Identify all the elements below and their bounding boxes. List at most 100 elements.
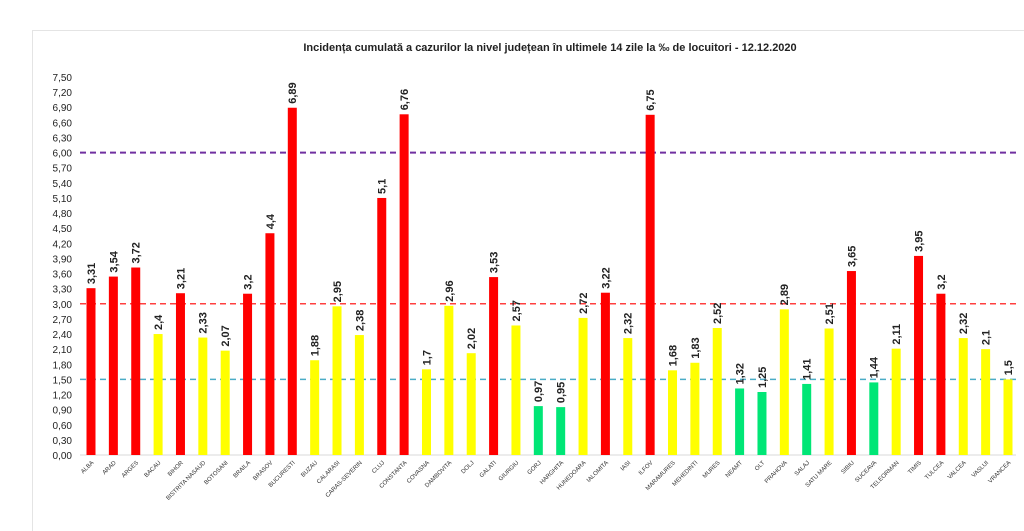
- x-tick-label: BACAU: [144, 460, 163, 479]
- x-tick-label: BUZAU: [300, 460, 319, 479]
- data-label: 3,31: [86, 263, 98, 284]
- y-tick-label: 6,30: [53, 133, 73, 144]
- x-tick-label: GIURGIU: [498, 460, 520, 482]
- bar: [421, 369, 431, 455]
- bar: [936, 293, 946, 455]
- data-label: 1,41: [802, 359, 814, 380]
- x-tick-label: TULCEA: [924, 460, 945, 481]
- x-tick-label: ARGES: [121, 460, 140, 479]
- bar: [735, 388, 745, 455]
- data-label: 3,53: [488, 252, 500, 273]
- x-tick-label: OLT: [754, 460, 766, 472]
- bar: [891, 348, 901, 455]
- y-tick-label: 4,80: [53, 209, 73, 220]
- data-label: 0,95: [556, 382, 568, 403]
- y-tick-label: 2,10: [53, 345, 73, 356]
- bar: [86, 288, 96, 455]
- data-label: 3,2: [936, 274, 948, 289]
- y-tick-label: 3,60: [53, 270, 73, 281]
- data-label: 0,97: [533, 381, 545, 402]
- bar: [444, 305, 454, 455]
- bar: [466, 353, 476, 455]
- chart-frame: [32, 30, 1024, 531]
- y-tick-label: 7,50: [53, 73, 73, 84]
- x-tick-label: BISTRITA NASAUD: [166, 460, 208, 502]
- data-label: 2,57: [511, 300, 523, 321]
- data-label: 6,75: [645, 89, 657, 110]
- data-label: 2,4: [153, 314, 165, 330]
- x-tick-label: BOTOSANI: [204, 460, 230, 486]
- bar: [668, 370, 678, 455]
- bar: [243, 293, 253, 455]
- y-tick-label: 5,70: [53, 164, 73, 175]
- bar: [108, 276, 118, 455]
- bar: [332, 306, 342, 455]
- y-tick-label: 2,70: [53, 315, 73, 326]
- y-tick-label: 1,80: [53, 360, 73, 371]
- data-label: 1,25: [757, 367, 769, 388]
- data-label: 1,83: [690, 337, 702, 358]
- bar: [354, 335, 364, 455]
- data-label: 6,89: [287, 82, 299, 103]
- data-label: 1,44: [869, 356, 881, 378]
- data-label: 2,51: [824, 303, 836, 324]
- bar: [981, 349, 991, 455]
- x-tick-label: BRASOV: [252, 460, 274, 482]
- y-tick-label: 0,30: [53, 436, 73, 447]
- bar: [198, 337, 208, 455]
- data-label: 3,65: [846, 246, 858, 267]
- x-tick-label: VASLUI: [971, 460, 990, 479]
- bar: [220, 350, 230, 455]
- bar: [712, 327, 722, 455]
- bar: [399, 114, 409, 456]
- bar: [600, 292, 610, 455]
- bar: [377, 197, 387, 455]
- data-label: 3,54: [108, 250, 120, 272]
- bar: [556, 407, 566, 455]
- x-tick-label: SALAJ: [794, 460, 811, 477]
- bar: [757, 392, 767, 455]
- y-tick-label: 6,60: [53, 118, 73, 129]
- x-tick-label: SIBIU: [841, 460, 856, 475]
- data-label: 3,72: [131, 242, 143, 263]
- data-label: 2,52: [712, 303, 724, 324]
- y-tick-label: 6,90: [53, 103, 73, 114]
- bar: [824, 328, 834, 455]
- bar: [1003, 379, 1013, 455]
- bar: [533, 406, 543, 455]
- y-tick-label: 3,30: [53, 285, 73, 296]
- data-label: 4,4: [265, 213, 277, 229]
- bar: [310, 360, 320, 455]
- bar: [287, 107, 297, 455]
- y-tick-label: 4,20: [53, 239, 73, 250]
- y-tick-label: 4,50: [53, 224, 73, 235]
- bar: [511, 325, 521, 455]
- x-tick-label: ILFOV: [638, 460, 655, 477]
- x-tick-label: BRAILA: [233, 460, 252, 479]
- data-label: 2,02: [466, 328, 478, 349]
- x-tick-label: GALATI: [479, 460, 498, 479]
- y-tick-label: 0,60: [53, 421, 73, 432]
- data-label: 2,72: [578, 292, 590, 313]
- x-tick-label: PRAHOVA: [764, 460, 789, 485]
- data-label: 2,11: [891, 324, 903, 345]
- data-label: 6,76: [399, 89, 411, 110]
- data-label: 1,32: [735, 363, 747, 384]
- bar: [623, 338, 633, 455]
- data-label: 1,5: [1003, 360, 1015, 375]
- y-tick-label: 7,20: [53, 88, 73, 99]
- bar: [645, 114, 655, 456]
- bar: [175, 293, 185, 455]
- bar: [690, 362, 700, 455]
- y-tick-label: 2,40: [53, 330, 73, 341]
- data-label: 3,21: [175, 268, 187, 289]
- x-tick-label: GORJ: [527, 460, 543, 476]
- bar: [131, 267, 141, 455]
- data-label: 2,32: [623, 313, 635, 334]
- data-label: 3,2: [242, 274, 254, 289]
- x-tick-label: TIMIS: [907, 460, 923, 476]
- bar-chart: 0,00 0,30 0,60 0,90 1,20 1,50 1,80 2,10 2,40 2,70…: [53, 73, 1016, 502]
- x-tick-label: ARAD: [102, 460, 119, 477]
- x-tick-label: DOLJ: [461, 460, 476, 475]
- x-tick-label: CLUJ: [371, 460, 386, 475]
